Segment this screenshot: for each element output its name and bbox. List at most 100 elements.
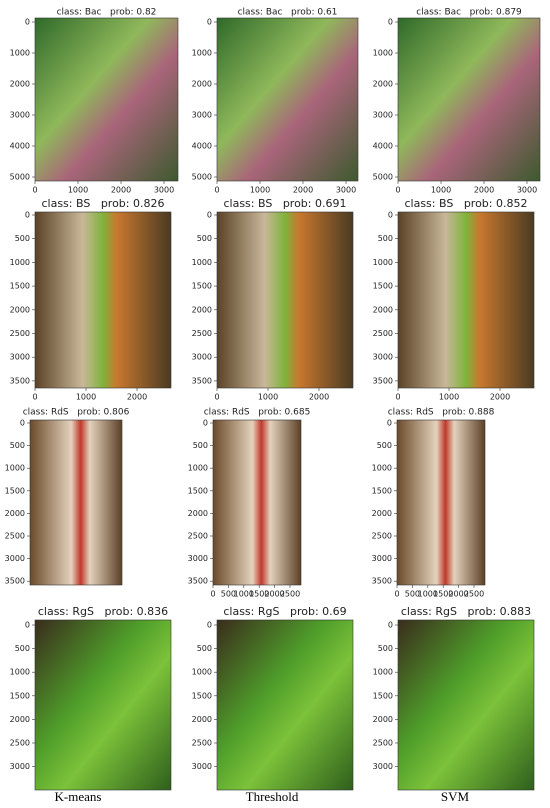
x-tick-label: 3000 (336, 186, 356, 195)
y-tick-label: 500 (15, 644, 30, 653)
x-tick-label: 2000 (474, 186, 494, 195)
y-tick-label: 1000 (192, 258, 212, 267)
y-tick-label: 500 (378, 644, 393, 653)
y-tick-label: 1500 (373, 282, 393, 291)
y-tick-label: 3500 (188, 577, 208, 586)
y-tick-label: 4000 (192, 142, 212, 151)
y-tick-label: 2500 (10, 739, 30, 748)
y-tick-label: 1000 (373, 668, 393, 677)
x-tick-label: 0 (32, 393, 37, 402)
panel-title: class: RgS prob: 0.883 (401, 605, 531, 618)
y-tick-label: 500 (197, 644, 212, 653)
y-tick-label: 3000 (373, 353, 393, 362)
y-tick-label: 0 (207, 18, 212, 27)
y-tick-label: 1500 (372, 486, 392, 495)
panel-title: class: BS prob: 0.852 (404, 197, 527, 210)
x-tick-label: 0 (395, 393, 400, 402)
y-tick-label: 0 (25, 211, 30, 220)
panel-title: class: RdS prob: 0.888 (388, 408, 495, 418)
y-tick-label: 1000 (10, 49, 30, 58)
y-tick-label: 3000 (192, 762, 212, 771)
y-tick-label: 2000 (192, 305, 212, 314)
y-tick-label: 2000 (373, 80, 393, 89)
y-tick-label: 2500 (188, 532, 208, 541)
photo (34, 619, 172, 791)
y-tick-label: 1000 (373, 49, 393, 58)
y-tick-label: 3500 (10, 376, 30, 385)
y-tick-label: 1000 (192, 49, 212, 58)
y-tick-label: 3500 (5, 577, 25, 586)
column-label: Threshold (246, 789, 299, 804)
x-tick-label: 0 (214, 393, 219, 402)
y-tick-label: 3000 (192, 111, 212, 120)
y-tick-label: 2000 (5, 509, 25, 518)
y-tick-label: 2000 (372, 509, 392, 518)
y-tick-label: 3000 (10, 353, 30, 362)
y-tick-label: 1000 (192, 668, 212, 677)
y-tick-label: 0 (203, 419, 208, 428)
photo (34, 211, 172, 389)
y-tick-label: 4000 (10, 142, 30, 151)
y-tick-label: 0 (388, 211, 393, 220)
photo (396, 419, 486, 586)
y-tick-label: 3000 (192, 353, 212, 362)
photo (216, 619, 354, 791)
y-tick-label: 2500 (373, 739, 393, 748)
y-tick-label: 5000 (192, 173, 212, 182)
panel-title: class: Bac prob: 0.879 (416, 8, 522, 18)
x-tick-label: 0 (210, 590, 215, 599)
y-tick-label: 3000 (373, 762, 393, 771)
column-label: K-means (55, 789, 102, 804)
x-tick-label: 1000 (76, 393, 96, 402)
y-tick-label: 1500 (10, 282, 30, 291)
column-label: SVM (441, 789, 470, 804)
x-tick-label: 1500 (433, 590, 453, 599)
y-tick-label: 500 (377, 441, 392, 450)
y-tick-label: 0 (388, 18, 393, 27)
photo (397, 211, 535, 389)
y-tick-label: 1000 (372, 464, 392, 473)
y-tick-label: 1500 (192, 282, 212, 291)
x-tick-label: 500 (221, 590, 236, 599)
y-tick-label: 5000 (10, 173, 30, 182)
y-tick-label: 3000 (372, 554, 392, 563)
y-tick-label: 2000 (188, 509, 208, 518)
x-tick-label: 2000 (293, 186, 313, 195)
y-tick-label: 1500 (373, 691, 393, 700)
photo (397, 619, 535, 791)
y-tick-label: 0 (207, 621, 212, 630)
y-tick-label: 0 (25, 18, 30, 27)
x-tick-label: 1000 (68, 186, 88, 195)
y-tick-label: 0 (25, 621, 30, 630)
x-tick-label: 2500 (280, 590, 300, 599)
y-tick-label: 500 (193, 441, 208, 450)
x-tick-label: 1500 (249, 590, 269, 599)
x-tick-label: 1000 (234, 590, 254, 599)
y-tick-label: 500 (10, 441, 25, 450)
y-tick-label: 1500 (5, 486, 25, 495)
x-tick-label: 1000 (258, 393, 278, 402)
y-tick-label: 1000 (373, 258, 393, 267)
panel-title: class: Bac prob: 0.61 (238, 8, 338, 18)
x-tick-label: 2000 (448, 590, 468, 599)
photo (34, 17, 179, 182)
y-tick-label: 2000 (192, 715, 212, 724)
y-tick-label: 3000 (5, 554, 25, 563)
y-tick-label: 1000 (10, 258, 30, 267)
y-tick-label: 2000 (192, 80, 212, 89)
y-tick-label: 0 (387, 419, 392, 428)
panel-title: class: BS prob: 0.826 (41, 197, 164, 210)
photo (397, 17, 541, 182)
panel-title: class: BS prob: 0.691 (223, 197, 346, 210)
x-tick-label: 2000 (127, 393, 147, 402)
y-tick-label: 2500 (192, 329, 212, 338)
x-tick-label: 1000 (250, 186, 270, 195)
panel-title: class: RdS prob: 0.806 (23, 408, 130, 418)
x-tick-label: 2000 (309, 393, 329, 402)
y-tick-label: 2500 (373, 329, 393, 338)
y-tick-label: 2000 (373, 305, 393, 314)
x-tick-label: 1000 (439, 393, 459, 402)
y-tick-label: 500 (15, 234, 30, 243)
y-tick-label: 2500 (5, 532, 25, 541)
y-tick-label: 3000 (10, 111, 30, 120)
